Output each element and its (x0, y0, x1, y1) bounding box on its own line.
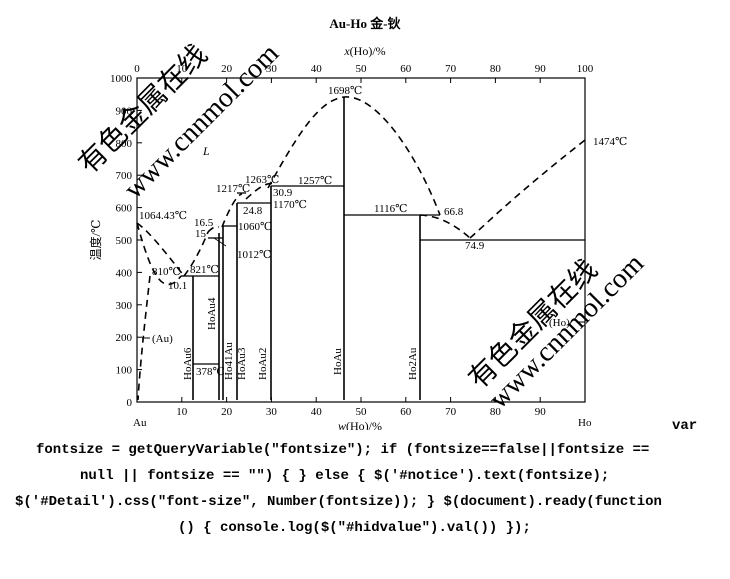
bottom-tick-label: 80 (490, 406, 502, 418)
y-tick-label: 800 (116, 138, 133, 150)
bottom-tick-label: 70 (445, 406, 457, 418)
bottom-tick-label: 90 (535, 406, 547, 418)
label-821: 821℃ (190, 264, 219, 276)
liquidus-hoau (267, 96, 441, 216)
phase-lines (136, 96, 586, 401)
y-axis: 温度/℃ 0 100 200 300 400 500 600 700 800 900 1000 (88, 73, 142, 409)
y-tick-label: 700 (116, 170, 133, 182)
y-tick-label: 0 (127, 397, 133, 409)
top-axis-label: x(Ho)/% (343, 44, 385, 58)
top-axis: x(Ho)/% 0 10 20 30 40 50 60 70 80 90 100 (134, 44, 594, 83)
liquidus-hoau2 (245, 182, 276, 200)
label-1263: 1263℃ (245, 174, 279, 186)
phase-hoau4: HoAu4 (206, 297, 218, 330)
code-line-1: var (672, 418, 698, 434)
label-liquid: L (202, 144, 210, 158)
label-66-8: 66.8 (444, 206, 464, 218)
label-24-8: 24.8 (243, 205, 263, 217)
code-line-2: fontsize = getQueryVariable("fontsize");… (36, 442, 650, 458)
label-1012: 1012℃ (237, 249, 271, 261)
top-tick-label: 30 (266, 63, 278, 75)
bottom-tick-label: 50 (356, 406, 368, 418)
code-line-4: $('#Detail').css("font-size", Number(fon… (15, 494, 662, 510)
bottom-tick-label: 30 (266, 406, 278, 418)
label-74-9: 74.9 (465, 240, 485, 252)
y-tick-label: 1000 (110, 73, 133, 85)
label-1698: 1698℃ (328, 85, 362, 97)
label-ho-phase: (Ho) (549, 317, 570, 329)
label-1060: 1060℃ (238, 221, 272, 233)
bottom-tick-label: 10 (176, 406, 188, 418)
element-au: Au (133, 417, 147, 429)
y-tick-label: 900 (116, 105, 133, 117)
code-line-3: null || fontsize == "") { } else { $('#n… (80, 468, 610, 484)
top-tick-label: 80 (490, 63, 502, 75)
y-tick-label: 400 (116, 267, 133, 279)
liquidus-hoau3 (221, 193, 243, 228)
liquidus-hoau4 (207, 225, 220, 233)
label-15: 15 (195, 228, 207, 240)
top-tick-label: 70 (445, 63, 457, 75)
top-tick-label: 20 (221, 63, 233, 75)
phase-hoau: HoAu (332, 348, 344, 375)
phase-hoau6: HoAu6 (182, 347, 194, 380)
phase-hoau2: HoAu2 (257, 348, 269, 380)
label-1116: 1116℃ (374, 203, 408, 215)
liquidus-hoau6 (183, 231, 209, 277)
y-tick-label: 100 (116, 365, 133, 377)
y-tick-label: 200 (116, 332, 133, 344)
top-tick-label: 50 (356, 63, 368, 75)
diagram-title: Au-Ho 金-钬 (329, 16, 401, 31)
label-378: 378℃ (196, 366, 225, 378)
label-810: 810℃ (152, 266, 181, 278)
label-16-5: 16.5 (194, 217, 214, 229)
top-tick-label: 90 (535, 63, 547, 75)
y-axis-label: 温度/℃ (88, 220, 103, 261)
top-tick-label: 10 (176, 63, 188, 75)
annotations: L 1698℃ 1474℃ 1064.43℃ 1263℃ 1257℃ 30.9 … (139, 85, 627, 380)
phase-hoau3: HoAu3 (236, 347, 248, 380)
phase-diagram: 有色金属在线 www.cnnmol.com 有色金属在线 www.cnnmol.… (72, 16, 650, 430)
liquidus-ho2au (419, 214, 471, 239)
label-10-1: 10.1 (168, 280, 187, 292)
liquidus-left (136, 222, 185, 277)
label-30-9: 30.9 (273, 187, 293, 199)
phase-ho2au: Ho2Au (407, 347, 419, 380)
y-tick-label: 600 (116, 203, 133, 215)
y-tick-label: 300 (116, 300, 133, 312)
bottom-axis-label: w(Ho)/% (338, 419, 382, 430)
top-tick-label: 100 (577, 63, 594, 75)
label-au-phase: (Au) (152, 333, 173, 345)
phase-ho41au: Ho41Au (223, 342, 235, 380)
t1012-pointer (213, 237, 227, 247)
bottom-tick-label: 60 (400, 406, 412, 418)
top-tick-label: 60 (400, 63, 412, 75)
top-tick-label: 0 (134, 63, 140, 75)
bottom-tick-label: 40 (311, 406, 323, 418)
label-1170: 1170℃ (273, 199, 307, 211)
element-ho: Ho (578, 417, 592, 429)
y-tick-label: 500 (116, 235, 133, 247)
liquidus-right (469, 139, 586, 239)
label-1257: 1257℃ (298, 175, 332, 187)
bottom-tick-label: 20 (221, 406, 233, 418)
solvus-au (137, 275, 151, 401)
label-1064: 1064.43℃ (139, 210, 187, 222)
solidus-au (136, 222, 182, 286)
top-tick-label: 40 (311, 63, 323, 75)
bottom-axis: w(Ho)/% Au Ho 10 20 30 40 50 60 70 80 90 (133, 397, 592, 430)
label-1217: 1217℃ (216, 183, 250, 195)
label-1474: 1474℃ (593, 136, 627, 148)
code-line-5: () { console.log($("#hidvalue").val()) }… (178, 520, 531, 536)
